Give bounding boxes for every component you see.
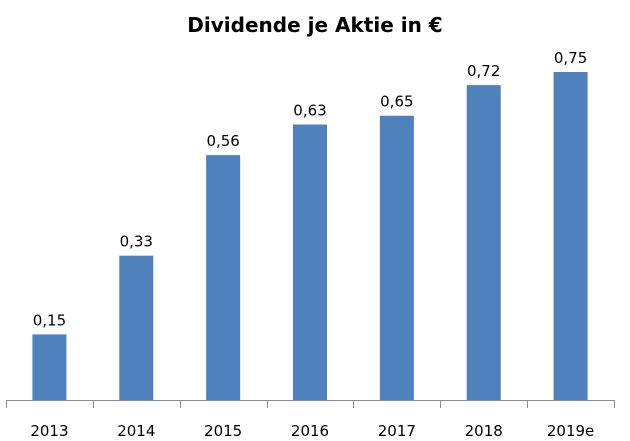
x-tick-label-2016: 2016 <box>291 422 329 440</box>
data-label-2016: 0,63 <box>293 101 326 119</box>
bar-2016 <box>293 124 327 400</box>
data-label-2015: 0,56 <box>206 132 239 150</box>
data-label-2014: 0,33 <box>120 233 153 251</box>
data-label-2017: 0,65 <box>380 93 413 111</box>
bar-2019e <box>553 72 588 400</box>
x-tick-label-2018: 2018 <box>465 422 503 440</box>
x-tick-label-2014: 2014 <box>117 422 155 440</box>
data-label-2018: 0,72 <box>467 62 500 80</box>
x-tick-label-2013: 2013 <box>30 422 68 440</box>
x-tick-label-2015: 2015 <box>204 422 242 440</box>
x-tick-label-2017: 2017 <box>378 422 416 440</box>
bar-2018 <box>466 85 501 401</box>
bar-2017 <box>379 115 414 400</box>
bar-2015 <box>206 155 241 400</box>
bar-2014 <box>119 255 154 400</box>
chart-title: Dividende je Aktie in € <box>187 13 442 37</box>
bar-2013 <box>32 334 67 400</box>
x-tick-label-2019e: 2019e <box>547 422 594 440</box>
data-label-2019e: 0,75 <box>554 49 587 67</box>
data-label-2013: 0,15 <box>33 311 66 329</box>
